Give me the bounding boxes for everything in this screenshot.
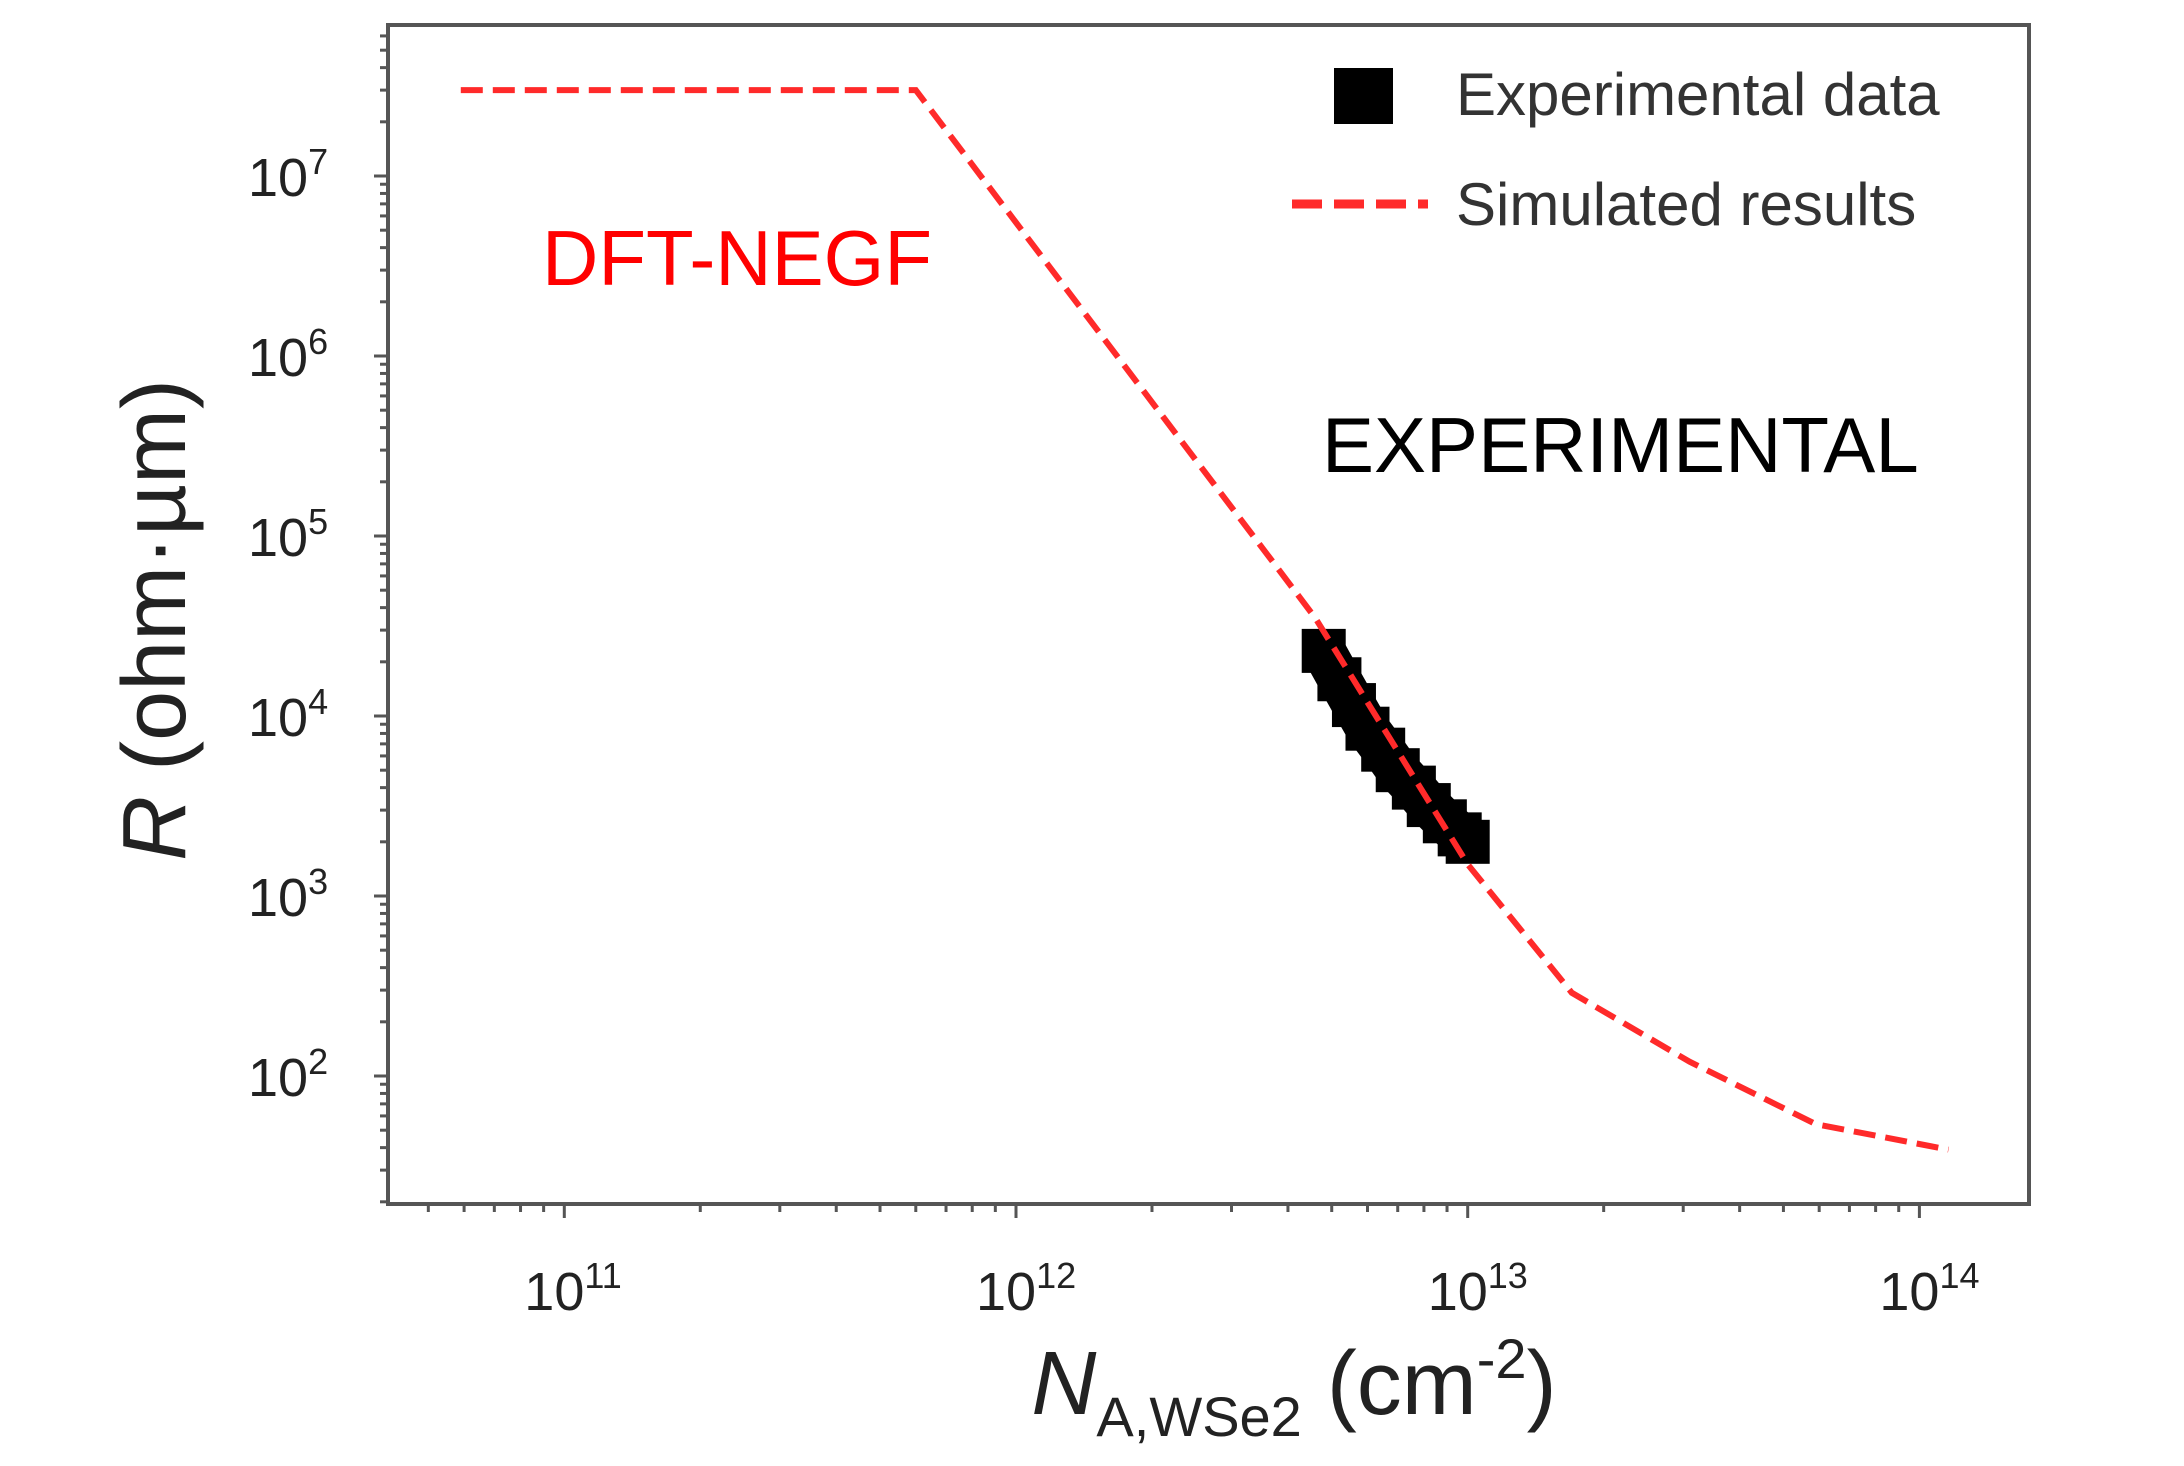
legend: Experimental data Simulated results: [1292, 61, 1940, 238]
x-tick-label: 1012: [976, 1255, 1076, 1322]
simulated-results-line: [460, 87, 1950, 1153]
x-tick-label: 1013: [1428, 1255, 1528, 1322]
x-axis-label: NA,WSe2 (cm-2): [1031, 1327, 1556, 1448]
annotation-dft-negf: DFT-NEGF: [542, 214, 932, 302]
legend-label-simulated: Simulated results: [1456, 171, 1916, 238]
legend-label-experimental: Experimental data: [1456, 61, 1940, 128]
y-tick-label: 103: [248, 861, 328, 928]
x-tick-label: 1014: [1879, 1255, 1979, 1322]
plot-frame: [386, 23, 2031, 1206]
y-tick-label: 107: [248, 141, 328, 208]
y-tick-label: 102: [248, 1041, 328, 1108]
y-tick-label: 106: [248, 321, 328, 388]
annotation-experimental: EXPERIMENTAL: [1322, 401, 1919, 489]
axis-ticks: 1011 1012 1013 1014 102 103 104 105 106 107: [248, 34, 1980, 1322]
legend-marker-experimental: [1334, 68, 1393, 124]
y-tick-label: 105: [248, 501, 328, 568]
y-tick-label: 104: [248, 681, 328, 748]
x-tick-label: 1011: [524, 1255, 621, 1322]
y-axis-label: R (ohm·µm): [105, 379, 205, 861]
series-layer: [460, 87, 1950, 1153]
